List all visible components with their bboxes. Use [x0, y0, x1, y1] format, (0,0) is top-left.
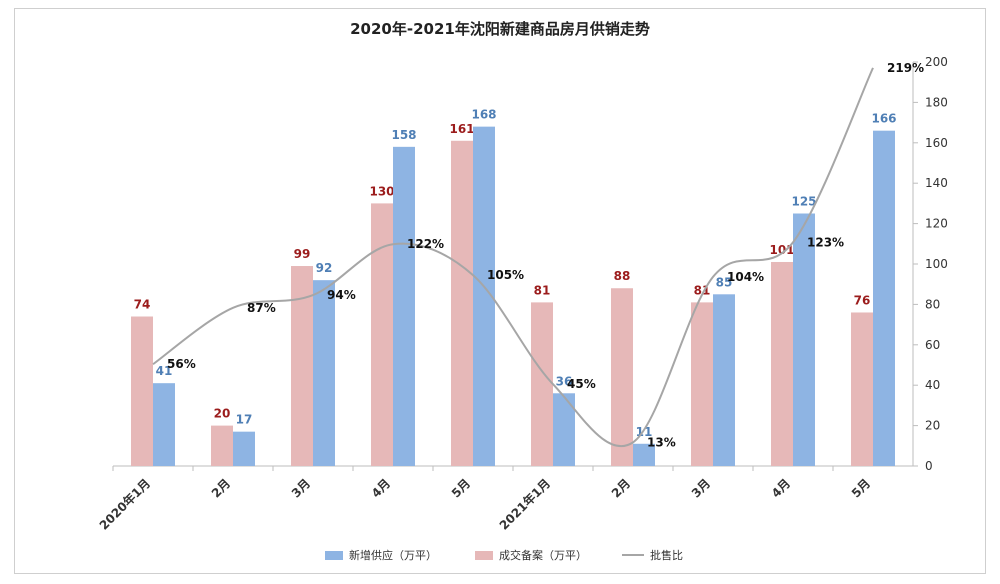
- bar-supply: [793, 213, 815, 466]
- x-tick-label: 2021年1月: [496, 476, 553, 533]
- legend-item-sales: 成交备案（万平）: [475, 547, 587, 563]
- bar-sales: [771, 261, 793, 466]
- data-label-sales: 81: [534, 283, 551, 297]
- x-tick-label: 2月: [609, 476, 633, 500]
- y-tick-label: 120: [925, 217, 948, 231]
- bar-supply: [153, 383, 175, 466]
- legend-label-supply: 新增供应（万平）: [349, 549, 437, 562]
- data-label-supply: 17: [236, 413, 253, 427]
- x-tick-label: 4月: [769, 476, 793, 500]
- y-tick-label: 180: [925, 95, 948, 109]
- data-label-supply: 168: [471, 108, 496, 122]
- x-tick-label: 3月: [289, 476, 313, 500]
- legend-label-sales: 成交备案（万平）: [499, 549, 587, 562]
- ratio-line: [152, 67, 874, 448]
- data-label-sales: 76: [854, 293, 871, 307]
- data-label-ratio: 87%: [247, 301, 276, 315]
- bar-supply: [873, 130, 895, 466]
- x-tick-label: 5月: [449, 476, 473, 500]
- bar-supply: [553, 393, 575, 466]
- data-label-supply: 125: [791, 195, 816, 209]
- bar-sales: [371, 203, 393, 466]
- data-label-supply: 92: [316, 261, 333, 275]
- data-label-supply: 85: [716, 275, 733, 289]
- bar-sales: [131, 316, 153, 466]
- y-tick-label: 200: [925, 55, 948, 69]
- data-label-ratio: 104%: [727, 270, 764, 284]
- x-tick-label: 2020年1月: [96, 476, 153, 533]
- data-label-supply: 166: [871, 112, 896, 126]
- bar-supply: [313, 280, 335, 466]
- data-label-ratio: 123%: [807, 235, 844, 249]
- bar-supply: [393, 146, 415, 466]
- data-label-ratio: 13%: [647, 435, 676, 449]
- bar-supply: [233, 431, 255, 466]
- data-label-sales: 74: [134, 298, 151, 312]
- y-tick-label: 40: [925, 378, 940, 392]
- data-label-supply: 158: [391, 128, 416, 142]
- data-label-sales: 88: [614, 269, 631, 283]
- legend-swatch-sales: [475, 550, 493, 560]
- bar-sales: [291, 266, 313, 466]
- data-label-sales: 20: [214, 407, 231, 421]
- legend-label-ratio: 批售比: [650, 549, 683, 562]
- y-tick-label: 100: [925, 257, 948, 271]
- bar-sales: [211, 425, 233, 466]
- bar-sales: [611, 288, 633, 466]
- x-tick-label: 2月: [209, 476, 233, 500]
- bar-supply: [713, 294, 735, 466]
- bar-sales: [851, 312, 873, 466]
- data-label-ratio: 105%: [487, 268, 524, 282]
- data-label-ratio: 56%: [167, 357, 196, 371]
- data-label-ratio: 122%: [407, 237, 444, 251]
- bar-supply: [633, 443, 655, 466]
- legend-swatch-supply: [325, 550, 343, 560]
- bar-sales: [451, 140, 473, 466]
- y-tick-label: 80: [925, 297, 940, 311]
- chart-title: 2020年-2021年沈阳新建商品房月供销走势: [350, 20, 650, 38]
- bar-sales: [531, 302, 553, 466]
- x-tick-label: 4月: [369, 476, 393, 500]
- bar-supply: [473, 126, 495, 466]
- y-tick-label: 160: [925, 136, 948, 150]
- data-label-sales: 130: [369, 184, 394, 198]
- legend-line-ratio: [622, 554, 644, 556]
- y-tick-label: 140: [925, 176, 948, 190]
- x-tick-label: 5月: [849, 476, 873, 500]
- y-tick-label: 60: [925, 338, 940, 352]
- data-label-ratio: 45%: [567, 377, 596, 391]
- data-label-sales: 99: [294, 247, 311, 261]
- data-label-ratio: 94%: [327, 288, 356, 302]
- legend-item-supply: 新增供应（万平）: [325, 547, 437, 563]
- data-label-supply: 36: [556, 374, 573, 388]
- chart-frame: [14, 8, 986, 574]
- data-label-sales: 161: [449, 122, 474, 136]
- x-tick-label: 3月: [689, 476, 713, 500]
- chart-legend: 新增供应（万平） 成交备案（万平） 批售比: [0, 547, 1000, 567]
- data-label-ratio: 219%: [887, 61, 924, 75]
- data-label-supply: 41: [156, 364, 173, 378]
- y-tick-label: 0: [925, 459, 933, 473]
- bar-sales: [691, 302, 713, 466]
- legend-item-ratio: 批售比: [622, 547, 683, 563]
- y-tick-label: 20: [925, 419, 940, 433]
